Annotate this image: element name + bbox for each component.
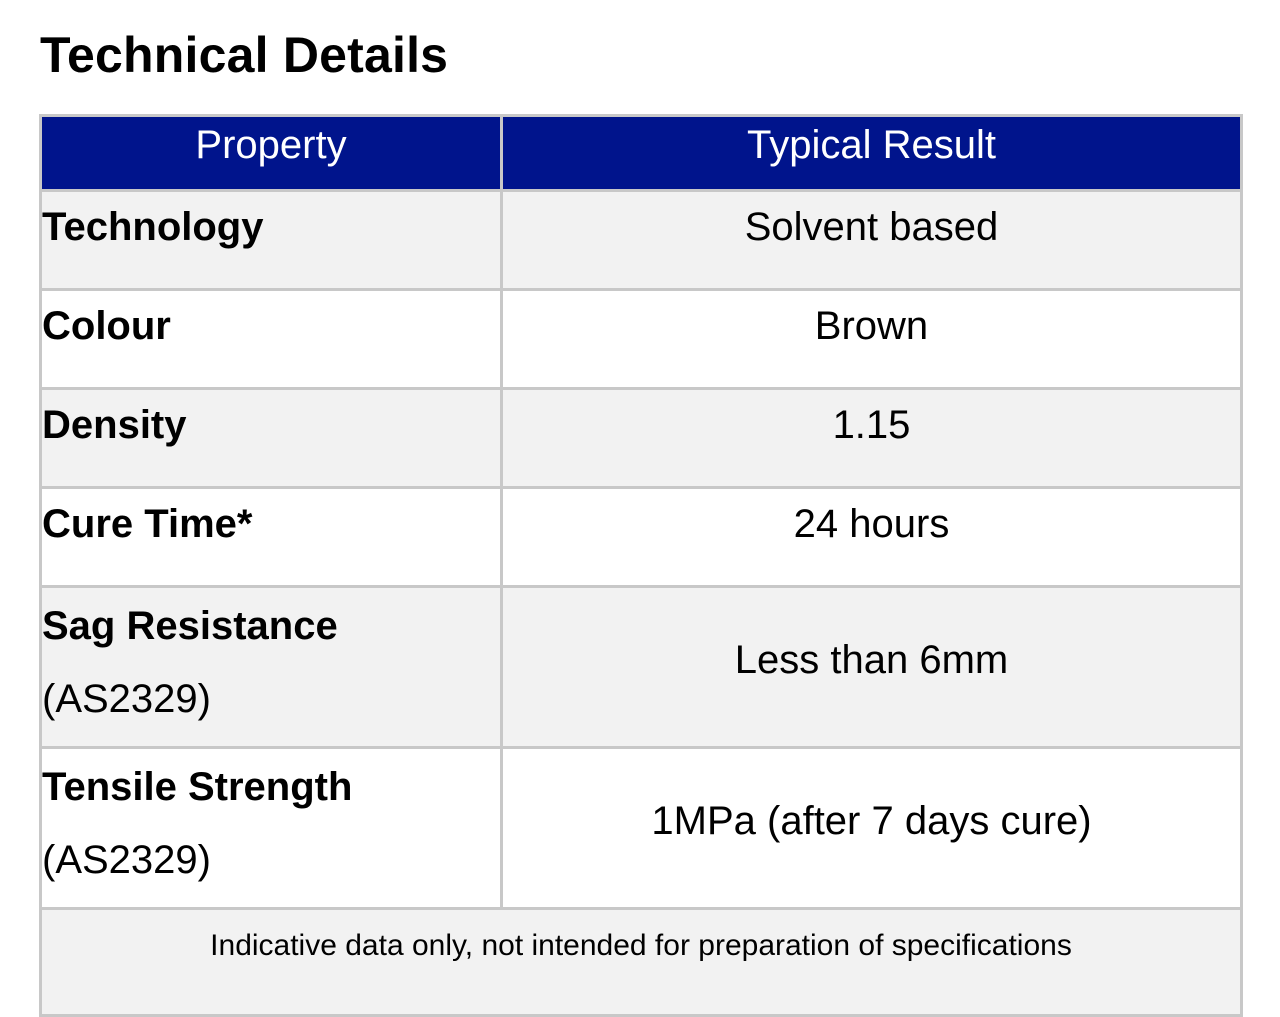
property-standard: (AS2329) — [42, 677, 211, 721]
table-row: Cure Time* 24 hours — [39, 486, 1243, 588]
value-cell: Less than 6mm — [500, 585, 1243, 749]
page-title: Technical Details — [40, 27, 449, 83]
property-cell: Colour — [39, 288, 503, 390]
disclaimer-note: Indicative data only, not intended for p… — [39, 907, 1243, 1017]
property-cell: Density — [39, 387, 503, 489]
property-cell: Technology — [39, 189, 503, 291]
property-name: Tensile Strength — [42, 765, 353, 809]
property-cell: Tensile Strength (AS2329) — [39, 746, 503, 910]
table-row: Density 1.15 — [39, 387, 1243, 489]
table-row: Tensile Strength (AS2329) 1MPa (after 7 … — [39, 746, 1243, 910]
table-row: Sag Resistance (AS2329) Less than 6mm — [39, 585, 1243, 749]
value-cell: 24 hours — [500, 486, 1243, 588]
column-header-property: Property — [39, 114, 503, 192]
value-cell: 1.15 — [500, 387, 1243, 489]
table-footer-row: Indicative data only, not intended for p… — [39, 907, 1243, 1017]
column-header-typical-result: Typical Result — [500, 114, 1243, 192]
value-cell: 1MPa (after 7 days cure) — [500, 746, 1243, 910]
property-cell: Sag Resistance (AS2329) — [39, 585, 503, 749]
property-name: Sag Resistance — [42, 604, 338, 648]
table-header-row: Property Typical Result — [39, 114, 1243, 192]
value-cell: Solvent based — [500, 189, 1243, 291]
property-standard: (AS2329) — [42, 838, 211, 882]
value-cell: Brown — [500, 288, 1243, 390]
property-cell: Cure Time* — [39, 486, 503, 588]
table-row: Colour Brown — [39, 288, 1243, 390]
table-row: Technology Solvent based — [39, 189, 1243, 291]
technical-details-table: Property Typical Result Technology Solve… — [39, 114, 1243, 1017]
